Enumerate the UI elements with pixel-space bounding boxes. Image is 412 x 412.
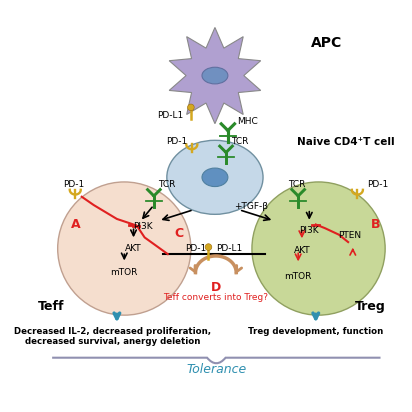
Text: APC: APC xyxy=(311,36,342,50)
Text: PI3K: PI3K xyxy=(300,225,319,234)
Text: AKT: AKT xyxy=(294,246,310,255)
Text: Naive CD4⁺T cell: Naive CD4⁺T cell xyxy=(297,137,395,147)
Text: PD-L1: PD-L1 xyxy=(217,244,243,253)
Text: Decreased IL-2, decreased proliferation,: Decreased IL-2, decreased proliferation, xyxy=(14,327,211,336)
Text: TCR: TCR xyxy=(159,180,176,189)
Circle shape xyxy=(205,244,212,250)
Text: D: D xyxy=(211,281,221,294)
Polygon shape xyxy=(169,28,261,124)
Text: PTEN: PTEN xyxy=(338,231,362,240)
Text: TCR: TCR xyxy=(288,180,305,189)
Text: decreased survival, anergy deletion: decreased survival, anergy deletion xyxy=(25,337,200,346)
Text: Teff: Teff xyxy=(38,300,65,314)
Ellipse shape xyxy=(167,140,263,214)
Circle shape xyxy=(187,104,194,111)
Text: Treg: Treg xyxy=(354,300,385,314)
Text: PD-1: PD-1 xyxy=(367,180,388,189)
Text: A: A xyxy=(70,218,80,231)
Text: Tolerance: Tolerance xyxy=(186,363,246,376)
Text: MHC: MHC xyxy=(237,117,258,126)
Text: PD-1: PD-1 xyxy=(63,180,84,189)
Circle shape xyxy=(252,182,385,315)
Text: AKT: AKT xyxy=(125,244,142,253)
Circle shape xyxy=(58,182,191,315)
Text: PD-1: PD-1 xyxy=(185,244,206,253)
Text: C: C xyxy=(174,227,183,241)
Ellipse shape xyxy=(202,168,228,187)
Text: PI3K: PI3K xyxy=(133,222,152,231)
Text: TCR: TCR xyxy=(231,137,248,146)
Ellipse shape xyxy=(202,67,228,84)
Text: mTOR: mTOR xyxy=(285,272,312,281)
Text: B: B xyxy=(371,218,381,231)
Text: mTOR: mTOR xyxy=(110,268,138,277)
Text: +TGF-β: +TGF-β xyxy=(234,201,268,211)
Text: Teff converts into Treg?: Teff converts into Treg? xyxy=(164,293,268,302)
Text: PD-L1: PD-L1 xyxy=(157,111,183,120)
Text: Treg development, function: Treg development, function xyxy=(248,327,384,336)
Text: PD-1: PD-1 xyxy=(166,137,187,146)
